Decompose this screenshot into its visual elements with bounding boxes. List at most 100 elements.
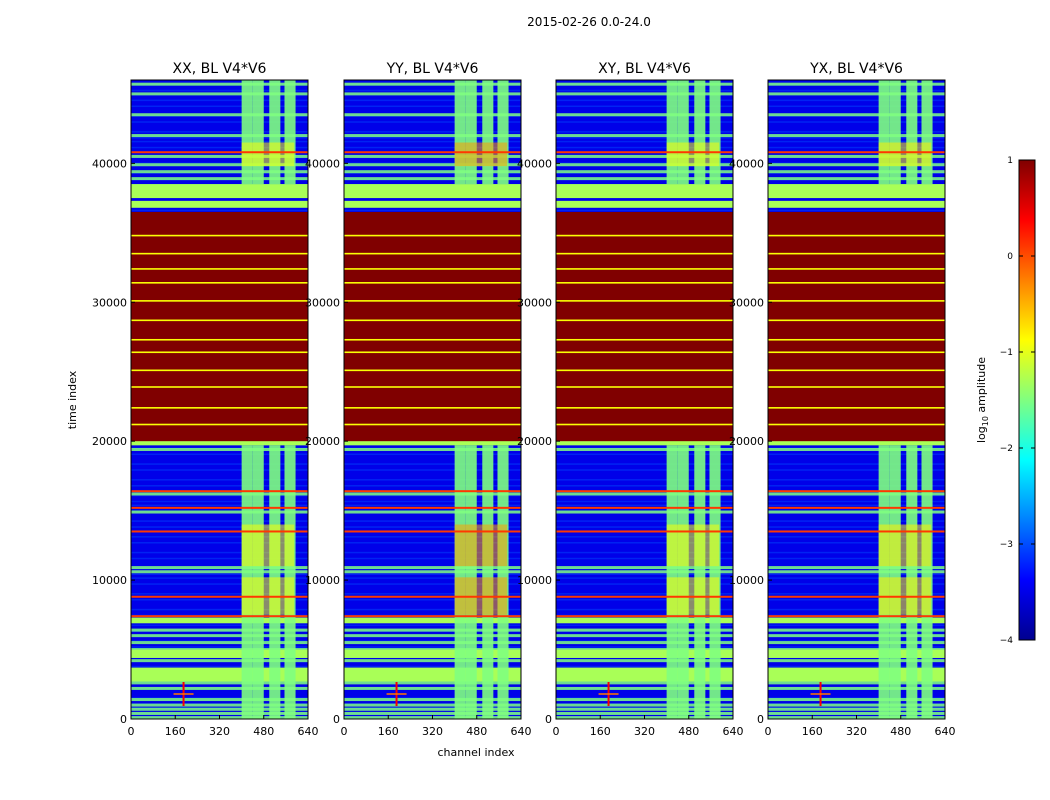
rfi-row	[556, 698, 733, 702]
noise-row	[768, 573, 945, 576]
rfi-line	[131, 506, 308, 509]
y-tick-label: 30000	[92, 296, 127, 309]
noise-row	[131, 577, 308, 579]
flagged-gap-line	[344, 369, 521, 372]
panel-xx: XX, BL V4*V6 0 160 320 480 640 0 10000 20000 3000…	[92, 61, 319, 738]
noise-row	[344, 577, 521, 579]
noise-row	[556, 105, 733, 108]
noise-row	[768, 485, 945, 487]
channel-band	[482, 80, 494, 185]
noise-row	[131, 542, 308, 544]
noise-row	[768, 469, 945, 471]
x-tick-label: 0	[765, 725, 772, 738]
y-tick-label: 0	[757, 713, 764, 726]
flagged-block	[131, 211, 308, 442]
rfi-band	[344, 200, 521, 208]
noise-row	[131, 624, 308, 627]
noise-row	[768, 453, 945, 456]
noise-row	[344, 131, 521, 133]
rfi-row	[768, 703, 945, 707]
rfi-band	[131, 200, 308, 208]
rfi-row	[131, 448, 308, 452]
x-tick-label: 320	[846, 725, 867, 738]
rfi-row	[556, 634, 733, 638]
noise-row	[556, 469, 733, 471]
noise-row	[344, 557, 521, 560]
flagged-gap-line	[344, 282, 521, 284]
rfi-band	[344, 184, 521, 199]
noise-row	[344, 573, 521, 576]
rfi-band	[768, 184, 945, 199]
flagged-gap-line	[344, 300, 521, 302]
figure-suptitle: 2015-02-26 0.0-24.0	[527, 15, 651, 29]
x-tick-label: 480	[678, 725, 699, 738]
rfi-row	[344, 641, 521, 645]
colorbar-label-rest: amplitude	[975, 357, 988, 416]
rfi-row	[131, 703, 308, 707]
noise-row	[556, 526, 733, 528]
flagged-gap-line	[344, 338, 521, 341]
channel-band	[921, 80, 933, 185]
rfi-row	[768, 711, 945, 715]
rfi-row	[344, 634, 521, 638]
rfi-row	[344, 510, 521, 514]
x-tick-label: 640	[298, 725, 319, 738]
rfi-band	[768, 649, 945, 658]
colorbar-tick-label: −3	[1000, 540, 1013, 550]
rfi-line	[768, 151, 945, 154]
panel-xy: XY, BL V4*V6 0 160 320 480 640 0 10000 20000 3000…	[517, 61, 744, 738]
rfi-row	[131, 134, 308, 138]
noise-row	[344, 463, 521, 465]
noise-row	[344, 665, 521, 668]
noise-row	[556, 520, 733, 522]
channel-band	[241, 80, 253, 185]
noise-row	[768, 599, 945, 601]
noise-row	[556, 542, 733, 544]
flagged-gap-line	[131, 407, 308, 409]
noise-row	[131, 131, 308, 133]
rfi-row	[131, 566, 308, 570]
rfi-line	[344, 615, 521, 618]
rfi-line	[768, 615, 945, 618]
rfi-band	[131, 617, 308, 624]
x-tick-label: 160	[590, 725, 611, 738]
colorbar-tick-label: 0	[1007, 252, 1013, 262]
rfi-band	[344, 649, 521, 658]
rfi-row	[131, 92, 308, 96]
noise-row	[344, 469, 521, 471]
rfi-row	[344, 82, 521, 86]
rfi-row	[768, 686, 945, 690]
rfi-row	[768, 628, 945, 632]
rfi-row	[768, 510, 945, 514]
noise-row	[344, 105, 521, 108]
noise-row	[556, 89, 733, 92]
channel-band	[269, 80, 281, 185]
noise-row	[131, 599, 308, 601]
colorbar-label: log10 amplitude	[975, 357, 990, 443]
hot-patch	[454, 142, 508, 167]
rfi-band	[131, 667, 308, 682]
noise-row	[131, 557, 308, 560]
flagged-gap-line	[768, 369, 945, 372]
colorbar-label-main: log	[975, 426, 988, 443]
noise-row	[768, 105, 945, 108]
flagged-gap-line	[131, 252, 308, 255]
noise-row	[131, 640, 308, 642]
flagged-gap-line	[131, 300, 308, 302]
noise-row	[768, 89, 945, 92]
rfi-row	[131, 698, 308, 702]
rfi-row	[344, 659, 521, 663]
noise-row	[556, 551, 733, 554]
flagged-gap-line	[556, 351, 733, 354]
panel-yy: YY, BL V4*V6 0 160 320 480 640 0 10000 20000 3000…	[305, 61, 532, 738]
noise-row	[556, 624, 733, 627]
flagged-gap-line	[768, 423, 945, 426]
x-tick-label: 0	[553, 725, 560, 738]
noise-row	[556, 121, 733, 123]
noise-row	[556, 209, 733, 212]
noise-row	[131, 593, 308, 595]
noise-row	[768, 526, 945, 528]
noise-row	[556, 485, 733, 487]
rfi-row	[768, 492, 945, 496]
noise-row	[556, 463, 733, 465]
